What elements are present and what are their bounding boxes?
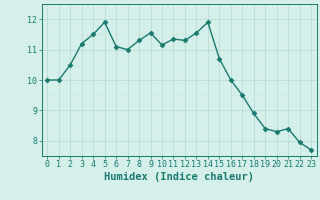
X-axis label: Humidex (Indice chaleur): Humidex (Indice chaleur) — [104, 172, 254, 182]
